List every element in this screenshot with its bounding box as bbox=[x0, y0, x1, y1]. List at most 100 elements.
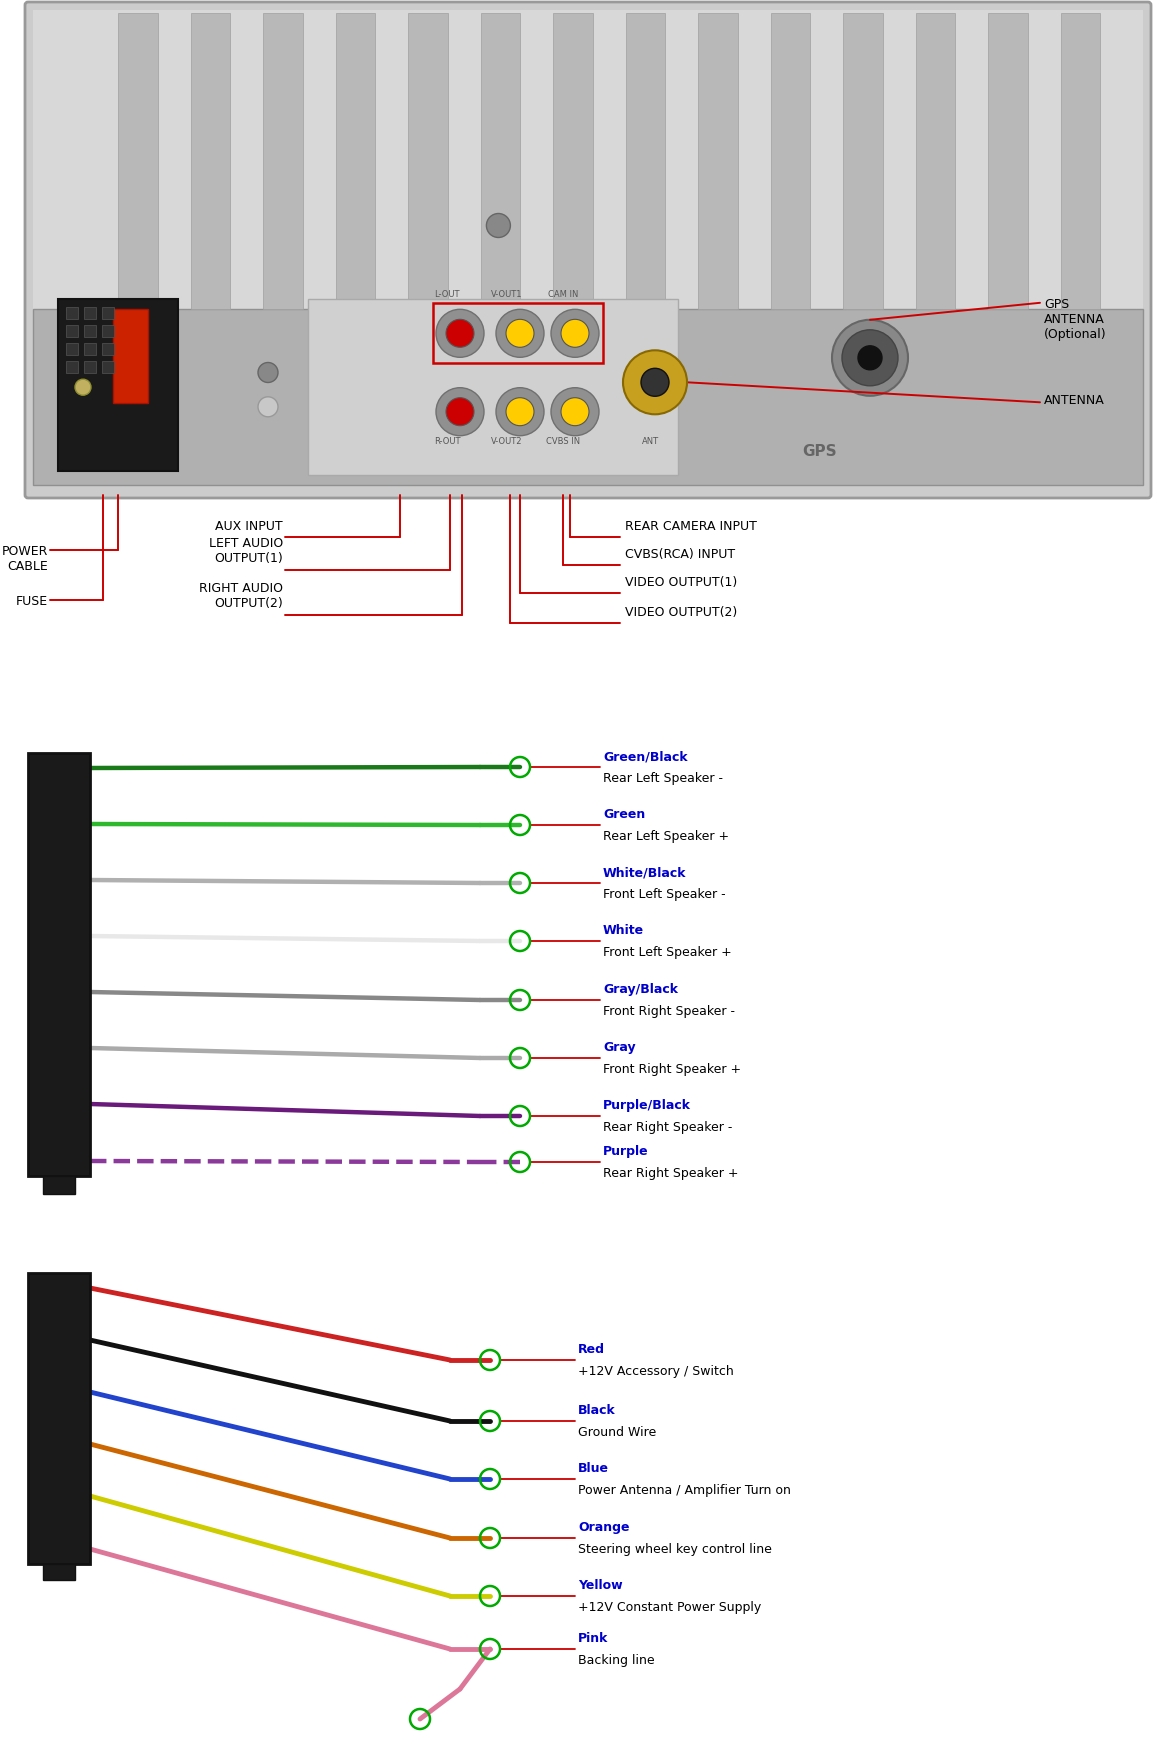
Bar bbox=[113, 309, 148, 404]
Bar bbox=[43, 1565, 75, 1581]
Bar bbox=[335, 12, 375, 309]
Text: FUSE: FUSE bbox=[16, 594, 48, 609]
Text: Orange: Orange bbox=[578, 1521, 629, 1535]
Text: ANTENNA: ANTENNA bbox=[1044, 393, 1105, 407]
Bar bbox=[102, 342, 114, 355]
Text: Rear Right Speaker -: Rear Right Speaker - bbox=[604, 1120, 732, 1134]
Text: Power Antenna / Amplifier Turn on: Power Antenna / Amplifier Turn on bbox=[578, 1484, 791, 1498]
Bar bbox=[770, 12, 810, 309]
Bar bbox=[843, 12, 883, 309]
Bar bbox=[699, 12, 738, 309]
Bar bbox=[915, 12, 955, 309]
Text: VIDEO OUTPUT(1): VIDEO OUTPUT(1) bbox=[625, 577, 737, 589]
Circle shape bbox=[506, 397, 534, 425]
Text: L-OUT: L-OUT bbox=[435, 291, 459, 300]
Text: RIGHT AUDIO
OUTPUT(2): RIGHT AUDIO OUTPUT(2) bbox=[199, 582, 282, 610]
Circle shape bbox=[858, 346, 883, 370]
Text: Front Right Speaker -: Front Right Speaker - bbox=[604, 1005, 735, 1018]
Circle shape bbox=[561, 397, 590, 425]
Bar bbox=[43, 1177, 75, 1194]
Bar bbox=[33, 11, 1143, 314]
Bar bbox=[33, 309, 1143, 485]
Circle shape bbox=[624, 351, 687, 415]
Bar bbox=[66, 362, 79, 372]
Circle shape bbox=[506, 319, 534, 348]
Text: Steering wheel key control line: Steering wheel key control line bbox=[578, 1544, 772, 1556]
Text: Front Left Speaker +: Front Left Speaker + bbox=[604, 946, 731, 960]
Text: Gray: Gray bbox=[604, 1041, 635, 1055]
Circle shape bbox=[486, 213, 510, 238]
Text: R-OUT: R-OUT bbox=[434, 437, 461, 446]
Bar bbox=[84, 307, 96, 319]
Bar bbox=[1061, 12, 1101, 309]
Circle shape bbox=[436, 388, 484, 436]
Text: Black: Black bbox=[578, 1404, 615, 1416]
Bar bbox=[308, 300, 677, 476]
Circle shape bbox=[551, 309, 599, 358]
Text: Purple/Black: Purple/Black bbox=[604, 1099, 691, 1111]
Bar bbox=[102, 362, 114, 372]
Text: Blue: Blue bbox=[578, 1462, 609, 1475]
Circle shape bbox=[841, 330, 898, 386]
Bar bbox=[28, 1274, 90, 1565]
Circle shape bbox=[496, 388, 544, 436]
Circle shape bbox=[551, 388, 599, 436]
Bar bbox=[28, 753, 90, 1177]
Circle shape bbox=[496, 309, 544, 358]
Text: GPS: GPS bbox=[803, 445, 837, 459]
Bar bbox=[102, 307, 114, 319]
Text: +12V Constant Power Supply: +12V Constant Power Supply bbox=[578, 1602, 762, 1614]
Text: CVBS(RCA) INPUT: CVBS(RCA) INPUT bbox=[625, 549, 735, 561]
Text: Green: Green bbox=[604, 808, 646, 820]
Bar bbox=[553, 12, 593, 309]
Bar bbox=[263, 12, 302, 309]
Text: CVBS IN: CVBS IN bbox=[546, 437, 580, 446]
Bar bbox=[66, 342, 79, 355]
Circle shape bbox=[436, 309, 484, 358]
Text: Rear Right Speaker +: Rear Right Speaker + bbox=[604, 1168, 738, 1180]
Text: Rear Left Speaker +: Rear Left Speaker + bbox=[604, 831, 729, 843]
Text: White: White bbox=[604, 924, 645, 937]
Bar bbox=[191, 12, 231, 309]
Text: Front Left Speaker -: Front Left Speaker - bbox=[604, 887, 725, 901]
Bar bbox=[66, 307, 79, 319]
Text: POWER
CABLE: POWER CABLE bbox=[1, 545, 48, 573]
Text: REAR CAMERA INPUT: REAR CAMERA INPUT bbox=[625, 520, 757, 533]
Text: Rear Left Speaker -: Rear Left Speaker - bbox=[604, 773, 723, 785]
Text: Pink: Pink bbox=[578, 1632, 608, 1646]
Bar bbox=[84, 362, 96, 372]
Bar bbox=[432, 303, 604, 363]
Bar bbox=[66, 325, 79, 337]
Text: VIDEO OUTPUT(2): VIDEO OUTPUT(2) bbox=[625, 607, 737, 619]
Circle shape bbox=[447, 397, 473, 425]
Bar bbox=[988, 12, 1028, 309]
Bar bbox=[118, 12, 158, 309]
Circle shape bbox=[832, 319, 908, 395]
Bar bbox=[84, 342, 96, 355]
Text: V-OUT2: V-OUT2 bbox=[491, 437, 523, 446]
Text: Yellow: Yellow bbox=[578, 1579, 622, 1591]
Bar bbox=[102, 325, 114, 337]
Bar bbox=[408, 12, 448, 309]
Circle shape bbox=[75, 379, 91, 395]
Bar bbox=[626, 12, 666, 309]
Bar bbox=[481, 12, 520, 309]
Text: Red: Red bbox=[578, 1342, 605, 1357]
Text: AUX INPUT: AUX INPUT bbox=[216, 520, 282, 533]
Text: Front Right Speaker +: Front Right Speaker + bbox=[604, 1064, 741, 1076]
Circle shape bbox=[561, 319, 590, 348]
Text: White/Black: White/Black bbox=[604, 866, 687, 878]
Text: CAM IN: CAM IN bbox=[547, 291, 578, 300]
Circle shape bbox=[258, 362, 278, 383]
Text: LEFT AUDIO
OUTPUT(1): LEFT AUDIO OUTPUT(1) bbox=[209, 536, 282, 564]
Text: +12V Accessory / Switch: +12V Accessory / Switch bbox=[578, 1365, 734, 1378]
Text: GPS
ANTENNA
(Optional): GPS ANTENNA (Optional) bbox=[1044, 298, 1106, 340]
Text: Ground Wire: Ground Wire bbox=[578, 1425, 656, 1439]
Circle shape bbox=[258, 397, 278, 416]
Bar bbox=[84, 325, 96, 337]
Circle shape bbox=[447, 319, 473, 348]
FancyBboxPatch shape bbox=[25, 2, 1151, 497]
Text: Gray/Black: Gray/Black bbox=[604, 983, 677, 997]
Circle shape bbox=[641, 369, 669, 397]
Bar bbox=[57, 300, 178, 471]
